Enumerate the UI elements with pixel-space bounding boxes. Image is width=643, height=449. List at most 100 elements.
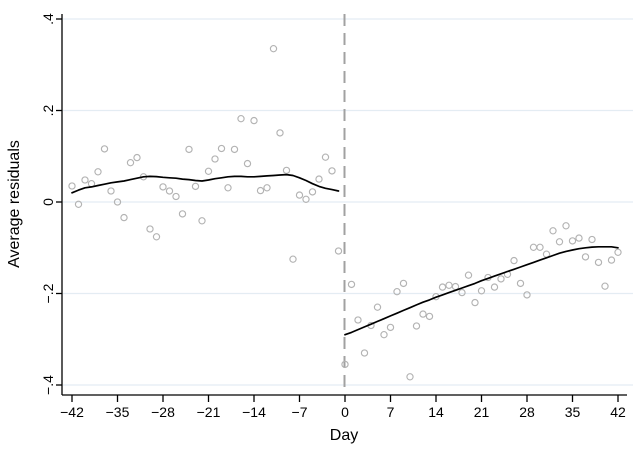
data-point	[198, 217, 206, 225]
data-point	[588, 235, 596, 244]
x-tick-label: 0	[341, 404, 349, 420]
data-point	[510, 256, 518, 265]
x-tick-label: −35	[106, 404, 130, 420]
data-point	[523, 291, 531, 299]
y-tick-label: .2	[40, 104, 56, 116]
data-point	[178, 210, 187, 218]
data-point	[126, 159, 135, 167]
data-point	[575, 234, 583, 242]
post-period-residuals	[341, 222, 622, 381]
y-tick-label: −.4	[40, 375, 56, 395]
data-point	[211, 155, 219, 163]
pre-period-residuals	[68, 45, 343, 263]
data-point	[425, 312, 434, 321]
data-point	[250, 116, 258, 125]
data-point	[549, 227, 557, 235]
x-tick-label: 7	[387, 404, 395, 420]
data-point	[146, 225, 154, 233]
data-point	[497, 275, 505, 283]
data-point	[419, 310, 427, 318]
tick-marks	[56, 18, 619, 402]
data-point	[477, 287, 486, 295]
y-tick-label: −.2	[40, 283, 56, 303]
data-point	[230, 145, 239, 154]
y-axis-title: Average residuals	[6, 140, 23, 268]
data-point	[191, 182, 200, 191]
data-point	[81, 176, 89, 184]
data-point	[373, 303, 382, 311]
data-point	[555, 238, 564, 246]
x-tick-label: −14	[242, 404, 266, 420]
data-point	[185, 145, 193, 154]
data-point	[399, 279, 408, 288]
data-point	[601, 282, 609, 290]
x-tick-label: −42	[60, 404, 84, 420]
x-axis-title: Day	[330, 427, 358, 444]
data-point	[412, 322, 421, 330]
data-point	[165, 187, 174, 195]
data-point	[581, 253, 590, 261]
y-tick-label: .4	[40, 13, 56, 25]
data-point	[562, 222, 570, 230]
data-point	[113, 198, 122, 206]
data-point	[393, 288, 401, 296]
data-point	[516, 279, 525, 288]
x-tick-label: −21	[197, 404, 221, 420]
x-tick-label: 14	[428, 404, 444, 420]
data-point	[172, 192, 180, 201]
data-point	[607, 256, 616, 264]
data-point	[458, 288, 466, 297]
data-point	[594, 258, 603, 267]
data-point	[282, 166, 291, 175]
data-point	[256, 186, 265, 195]
y-tick-label: 0	[40, 198, 56, 206]
pre-period-fit	[71, 173, 340, 194]
data-point	[315, 175, 323, 183]
data-point	[263, 184, 271, 192]
data-point	[438, 283, 447, 291]
data-point	[354, 316, 362, 324]
data-point	[94, 168, 102, 176]
x-tick-label: 42	[610, 404, 626, 420]
data-point	[204, 167, 213, 175]
data-point	[269, 45, 278, 53]
data-point	[536, 243, 544, 251]
x-tick-label: 28	[519, 404, 535, 420]
data-point	[328, 167, 336, 175]
data-point	[289, 255, 297, 263]
data-point	[224, 184, 232, 192]
data-point	[380, 331, 388, 339]
data-point	[341, 360, 349, 369]
data-point	[243, 159, 252, 168]
post-period-fit	[344, 245, 619, 336]
data-point	[68, 182, 76, 190]
data-point	[321, 153, 330, 161]
data-point	[308, 188, 317, 196]
scatter-points	[68, 45, 622, 381]
data-point	[406, 373, 414, 381]
data-point	[347, 280, 356, 289]
x-tick-label: −28	[151, 404, 175, 420]
data-point	[237, 115, 245, 123]
data-point	[490, 283, 499, 291]
data-point	[302, 195, 310, 203]
data-point	[100, 145, 109, 153]
fit-lines	[71, 173, 619, 336]
data-point	[107, 187, 115, 195]
data-point	[445, 281, 453, 289]
data-point	[133, 153, 141, 162]
x-tick-label: 35	[565, 404, 581, 420]
data-point	[360, 349, 369, 357]
gridlines	[63, 18, 633, 386]
data-point	[295, 191, 304, 199]
data-point	[74, 200, 83, 208]
data-point	[217, 144, 226, 153]
data-point	[386, 323, 395, 332]
data-point	[152, 233, 161, 241]
data-point	[334, 247, 343, 255]
tick-labels: .4 .2 0 −.2 −.4−42 −35 −28 −21 −14 −7 0 7 14 21 28 35 42	[40, 13, 626, 420]
data-point	[614, 248, 622, 256]
data-point	[120, 213, 128, 222]
x-tick-label: 21	[474, 404, 490, 420]
